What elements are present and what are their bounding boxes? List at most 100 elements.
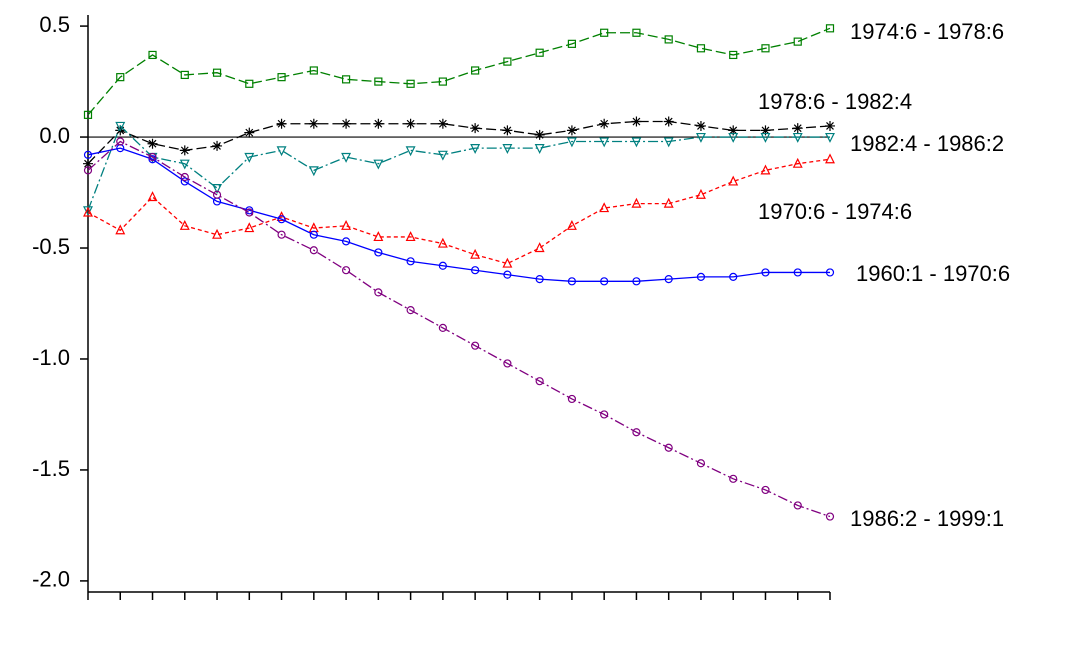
marker (115, 224, 126, 235)
marker (83, 206, 93, 217)
series-line (87, 147, 830, 282)
marker (792, 132, 803, 143)
marker (406, 306, 415, 315)
marker (341, 152, 352, 163)
series-line (87, 120, 831, 165)
series-label: 1982:4 - 1986:2 (850, 131, 1004, 156)
marker (437, 150, 448, 161)
marker (664, 274, 673, 284)
series-line (87, 158, 831, 265)
marker (115, 121, 126, 132)
marker (437, 118, 448, 129)
marker (503, 57, 512, 66)
marker (116, 73, 125, 82)
marker (212, 68, 222, 77)
marker (405, 118, 416, 129)
marker (374, 77, 383, 86)
marker (470, 144, 481, 154)
y-tick-label: -1.5 (32, 456, 70, 481)
marker (760, 132, 771, 143)
marker (793, 37, 802, 46)
marker (373, 159, 384, 170)
marker (599, 202, 610, 213)
marker (276, 118, 287, 129)
marker (792, 123, 803, 134)
marker (792, 157, 803, 168)
marker (276, 146, 287, 157)
marker (663, 197, 674, 208)
marker (793, 268, 802, 277)
marker (437, 237, 448, 248)
marker (535, 48, 544, 57)
marker (534, 129, 545, 140)
series-label: 1970:6 - 1974:6 (758, 199, 912, 224)
marker (761, 44, 770, 53)
marker (438, 323, 447, 333)
marker (825, 132, 835, 143)
marker (341, 118, 352, 129)
marker (405, 231, 416, 242)
marker (116, 137, 125, 146)
marker (244, 222, 255, 233)
y-tick-label: -1.0 (32, 345, 70, 370)
marker (341, 237, 351, 246)
marker (695, 120, 706, 131)
marker (470, 123, 481, 134)
marker (631, 197, 642, 208)
marker (696, 44, 706, 53)
marker (566, 219, 577, 230)
marker (405, 146, 416, 157)
marker (825, 120, 835, 131)
marker (341, 219, 352, 230)
marker (406, 79, 415, 88)
marker (83, 158, 93, 169)
marker (308, 166, 319, 177)
marker (406, 257, 415, 266)
marker (245, 208, 254, 217)
marker (760, 164, 771, 175)
y-tick-label: 0.0 (39, 123, 70, 148)
marker (632, 28, 641, 37)
marker (179, 159, 190, 170)
marker (825, 153, 835, 164)
marker (502, 257, 513, 268)
marker (374, 288, 383, 297)
marker (566, 137, 577, 148)
series-label: 1978:6 - 1982:4 (758, 89, 912, 114)
marker (534, 144, 545, 154)
marker (277, 73, 286, 82)
marker (470, 248, 481, 259)
marker (728, 132, 739, 143)
marker (471, 66, 480, 75)
marker (148, 152, 157, 162)
marker (535, 274, 544, 284)
marker (309, 66, 318, 75)
marker (83, 110, 93, 119)
marker (664, 443, 673, 452)
y-tick-label: -0.5 (32, 234, 70, 259)
marker (277, 215, 286, 224)
series-label: 1960:1 - 1970:6 (856, 261, 1010, 286)
marker (503, 270, 512, 279)
marker (663, 137, 674, 148)
marker (309, 246, 318, 255)
marker (695, 188, 706, 199)
marker (534, 242, 545, 253)
marker (631, 116, 642, 127)
marker (535, 377, 544, 386)
marker (373, 118, 384, 129)
marker (632, 428, 641, 437)
marker (244, 127, 255, 138)
marker (599, 137, 610, 148)
marker (728, 175, 739, 186)
marker (503, 359, 512, 368)
marker (308, 118, 319, 129)
marker (373, 231, 384, 242)
marker (212, 140, 223, 151)
y-tick-label: 0.5 (39, 12, 70, 37)
marker (83, 150, 93, 159)
series-line (87, 27, 831, 116)
marker (600, 277, 609, 286)
marker (696, 459, 706, 468)
